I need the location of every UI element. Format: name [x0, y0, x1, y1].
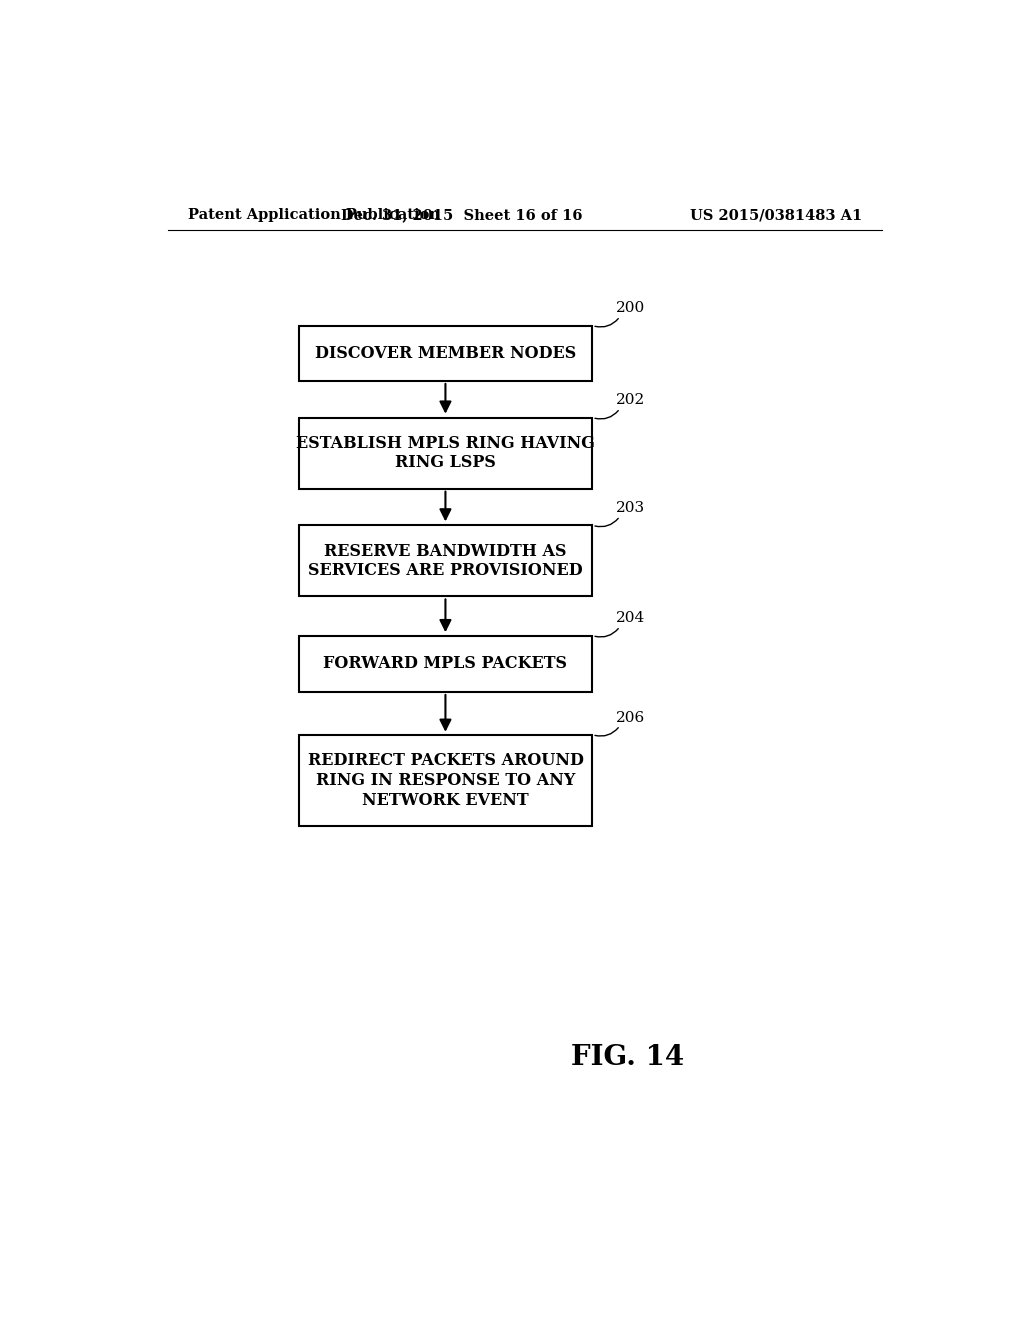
Text: REDIRECT PACKETS AROUND
RING IN RESPONSE TO ANY
NETWORK EVENT: REDIRECT PACKETS AROUND RING IN RESPONSE…	[307, 752, 584, 809]
Text: FORWARD MPLS PACKETS: FORWARD MPLS PACKETS	[324, 655, 567, 672]
Text: Dec. 31, 2015  Sheet 16 of 16: Dec. 31, 2015 Sheet 16 of 16	[341, 209, 582, 222]
Text: FIG. 14: FIG. 14	[571, 1044, 684, 1072]
Text: 200: 200	[616, 301, 645, 315]
Text: RESERVE BANDWIDTH AS
SERVICES ARE PROVISIONED: RESERVE BANDWIDTH AS SERVICES ARE PROVIS…	[308, 543, 583, 579]
Bar	[299, 735, 592, 826]
Text: 204: 204	[616, 611, 645, 626]
Text: 203: 203	[616, 502, 645, 515]
Bar	[299, 525, 592, 597]
Bar	[299, 417, 592, 488]
Text: 202: 202	[616, 393, 645, 408]
Text: Patent Application Publication: Patent Application Publication	[187, 209, 439, 222]
Text: DISCOVER MEMBER NODES: DISCOVER MEMBER NODES	[314, 345, 577, 362]
Bar	[299, 326, 592, 381]
Text: 206: 206	[616, 710, 645, 725]
Bar	[299, 636, 592, 692]
Text: US 2015/0381483 A1: US 2015/0381483 A1	[690, 209, 862, 222]
Text: ESTABLISH MPLS RING HAVING
RING LSPS: ESTABLISH MPLS RING HAVING RING LSPS	[296, 434, 595, 471]
